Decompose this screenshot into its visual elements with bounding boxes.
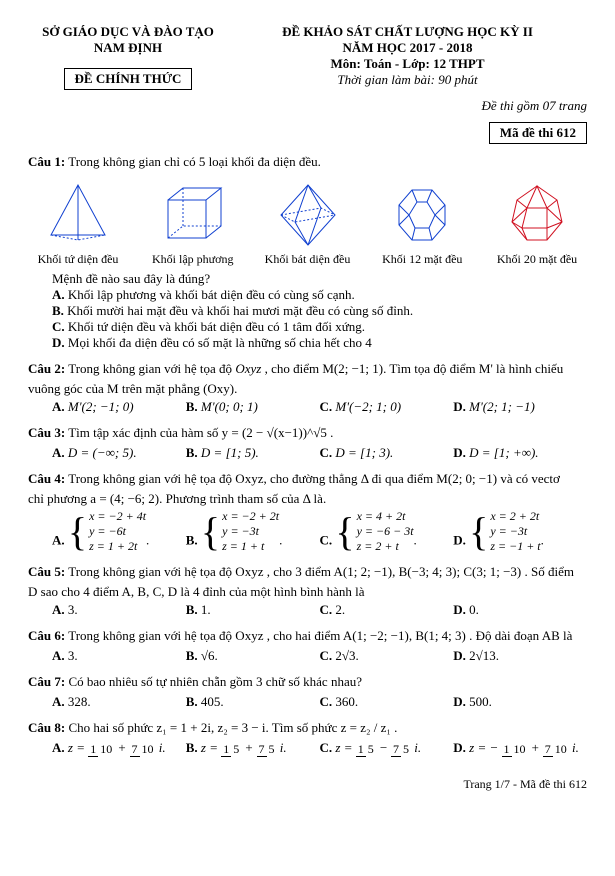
shape-dodecahedron: Khối 12 mặt đều [372,180,472,267]
title-line2: NĂM HỌC 2017 - 2018 [228,40,587,56]
question-8: Câu 8: Cho hai số phức z₁ = 1 + 2i, z₂ =… [28,720,587,736]
question-5: Câu 5: Trong không gian với hệ tọa độ Ox… [28,564,587,580]
q5-line2: D sao cho 4 điểm A, B, C, D là 4 đỉnh củ… [28,584,587,600]
q1-label: Câu 1: [28,154,65,169]
question-4: Câu 4: Trong không gian với hệ tọa độ Ox… [28,471,587,487]
page-footer: Trang 1/7 - Mã đề thi 612 [28,777,587,792]
dept-line2: NAM ĐỊNH [28,40,228,56]
question-7: Câu 7: Có bao nhiêu số tự nhiên chẵn gồm… [28,674,587,690]
official-box: ĐỀ CHÍNH THỨC [64,68,193,90]
shape-icosahedron: Khối 20 mặt đều [487,180,587,267]
q4-options: A. {x = −2 + 4ty = −6tz = 1 + 2t. B. {x … [52,509,587,554]
q1-opt-d: Mọi khối đa diện đều có số mặt là những … [68,335,372,350]
exam-code-box: Mã đề thi 612 [489,122,587,144]
title-line1: ĐỀ KHẢO SÁT CHẤT LƯỢNG HỌC KỲ II [228,24,587,40]
exam-header: SỞ GIÁO DỤC VÀ ĐÀO TẠO NAM ĐỊNH ĐỀ CHÍNH… [28,24,587,90]
q2-line2: vuông góc của M trên mặt phẳng (Oxy). [28,381,587,397]
subject-line: Môn: Toán - Lớp: 12 THPT [228,56,587,72]
question-6: Câu 6: Trong không gian với hệ tọa độ Ox… [28,628,587,644]
q6-options: A. 3. B. √6. C. 2√3. D. 2√13. [52,648,587,664]
q8-options: A. z = 110 + 710 i. B. z = 15 + 75 i. C.… [52,740,587,757]
question-3: Câu 3: Tìm tập xác định của hàm số y = (… [28,425,587,441]
q1-opt-a: Khối lập phương và khối bát diện đều có … [68,287,355,302]
question-1: Câu 1: Trong không gian chỉ có 5 loại kh… [28,154,587,170]
question-2: Câu 2: Trong không gian với hệ tọa độ Ox… [28,361,587,377]
shape-octahedron: Khối bát diện đều [258,180,358,267]
shape-tetrahedron: Khối tứ diện đều [28,180,128,267]
q1-text: Trong không gian chỉ có 5 loại khối đa d… [68,154,321,169]
dept-line1: SỞ GIÁO DỤC VÀ ĐÀO TẠO [28,24,228,40]
q7-options: A. 328. B. 405. C. 360. D. 500. [52,694,587,710]
duration-line: Thời gian làm bài: 90 phút [228,72,587,88]
q1-prompt: Mệnh đề nào sau đây là đúng? [52,271,587,287]
shape-cube: Khối lập phương [143,180,243,267]
page-count: Đề thi gồm 07 trang [28,98,587,114]
polyhedra-row: Khối tứ diện đều Khối lập phương Khối bá… [28,180,587,267]
q2-options: A. M'(2; −1; 0) B. M'(0; 0; 1) C. M'(−2;… [52,399,587,415]
q1-opt-c: Khối tứ diện đều và khối bát diện đều có… [68,319,365,334]
q4-line2: chỉ phương a = (4; −6; 2). Phương trình … [28,491,587,507]
q1-opt-b: Khối mười hai mặt đều và khối hai mươi m… [67,303,413,318]
q3-options: A. D = (−∞; 5). B. D = [1; 5). C. D = [1… [52,445,587,461]
q5-options: A. 3. B. 1. C. 2. D. 0. [52,602,587,618]
